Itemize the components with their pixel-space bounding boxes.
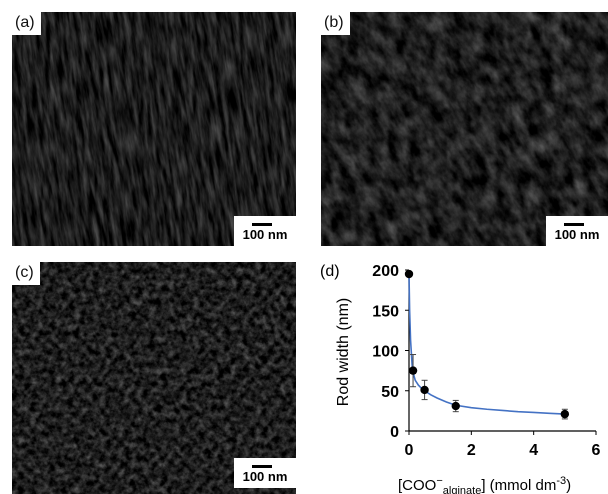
data-point [420, 385, 429, 395]
x-tick-label: 2 [467, 442, 476, 459]
fit-curve [408, 274, 565, 415]
sem-image-c [12, 262, 296, 494]
y-tick-label: 0 [390, 424, 399, 441]
chart-axes: 0 50 100 150 200 0 2 4 6 [372, 263, 600, 459]
panel-label-b: (b) [321, 12, 350, 35]
y-tick-label: 50 [381, 384, 399, 401]
x-label-sup: − [436, 475, 442, 487]
chart-panel-d: (d) Rod width (nm) 0 50 100 150 200 0 2 4 6 [COO… [318, 260, 608, 494]
y-tick-label: 200 [372, 263, 399, 280]
data-point [404, 269, 414, 279]
fit-curve-line [408, 274, 565, 415]
x-tick-label: 6 [592, 442, 601, 459]
scale-bar-line [252, 223, 272, 226]
data-point [408, 366, 418, 375]
data-point [451, 401, 460, 411]
sem-panel-b: (b) 100 nm [321, 12, 608, 246]
y-tick-label: 100 [372, 344, 399, 361]
sem-panel-c: (c) 100 nm [12, 262, 296, 494]
x-label-sub: alginate [443, 485, 482, 494]
scale-bar-c: 100 nm [234, 458, 296, 488]
x-axis-title: [COO−alginate] (mmol dm-3) [398, 475, 571, 494]
scale-bar-line [564, 223, 584, 226]
data-points [404, 269, 570, 420]
x-tick-label: 4 [529, 442, 538, 459]
y-axis-label: Rod width (nm) [335, 298, 352, 406]
x-label-main: [COO [398, 477, 436, 494]
panel-label-d: (d) [320, 263, 340, 280]
rod-width-chart: (d) Rod width (nm) 0 50 100 150 200 0 2 4 6 [COO… [320, 263, 601, 494]
scale-bar-text: 100 nm [554, 227, 600, 242]
x-label-exp: -3 [556, 475, 566, 487]
sem-panel-a: (a) 100 nm [12, 12, 296, 246]
y-tick-label: 150 [372, 303, 399, 320]
scale-bar-b: 100 nm [546, 216, 608, 246]
x-label-rest: ] (mmol dm [481, 477, 556, 494]
x-tick-label: 0 [405, 442, 414, 459]
sem-image-a [12, 12, 296, 246]
scale-bar-text: 100 nm [242, 469, 288, 484]
data-point [560, 409, 570, 419]
scale-bar-line [252, 465, 272, 468]
sem-image-b [321, 12, 608, 246]
x-axis-label: [COO−alginate] (mmol dm-3) [398, 475, 571, 494]
x-label-close: ) [566, 477, 571, 494]
panel-label-c: (c) [12, 262, 40, 285]
scale-bar-text: 100 nm [242, 227, 288, 242]
scale-bar-a: 100 nm [234, 216, 296, 246]
panel-label-a: (a) [12, 12, 41, 35]
